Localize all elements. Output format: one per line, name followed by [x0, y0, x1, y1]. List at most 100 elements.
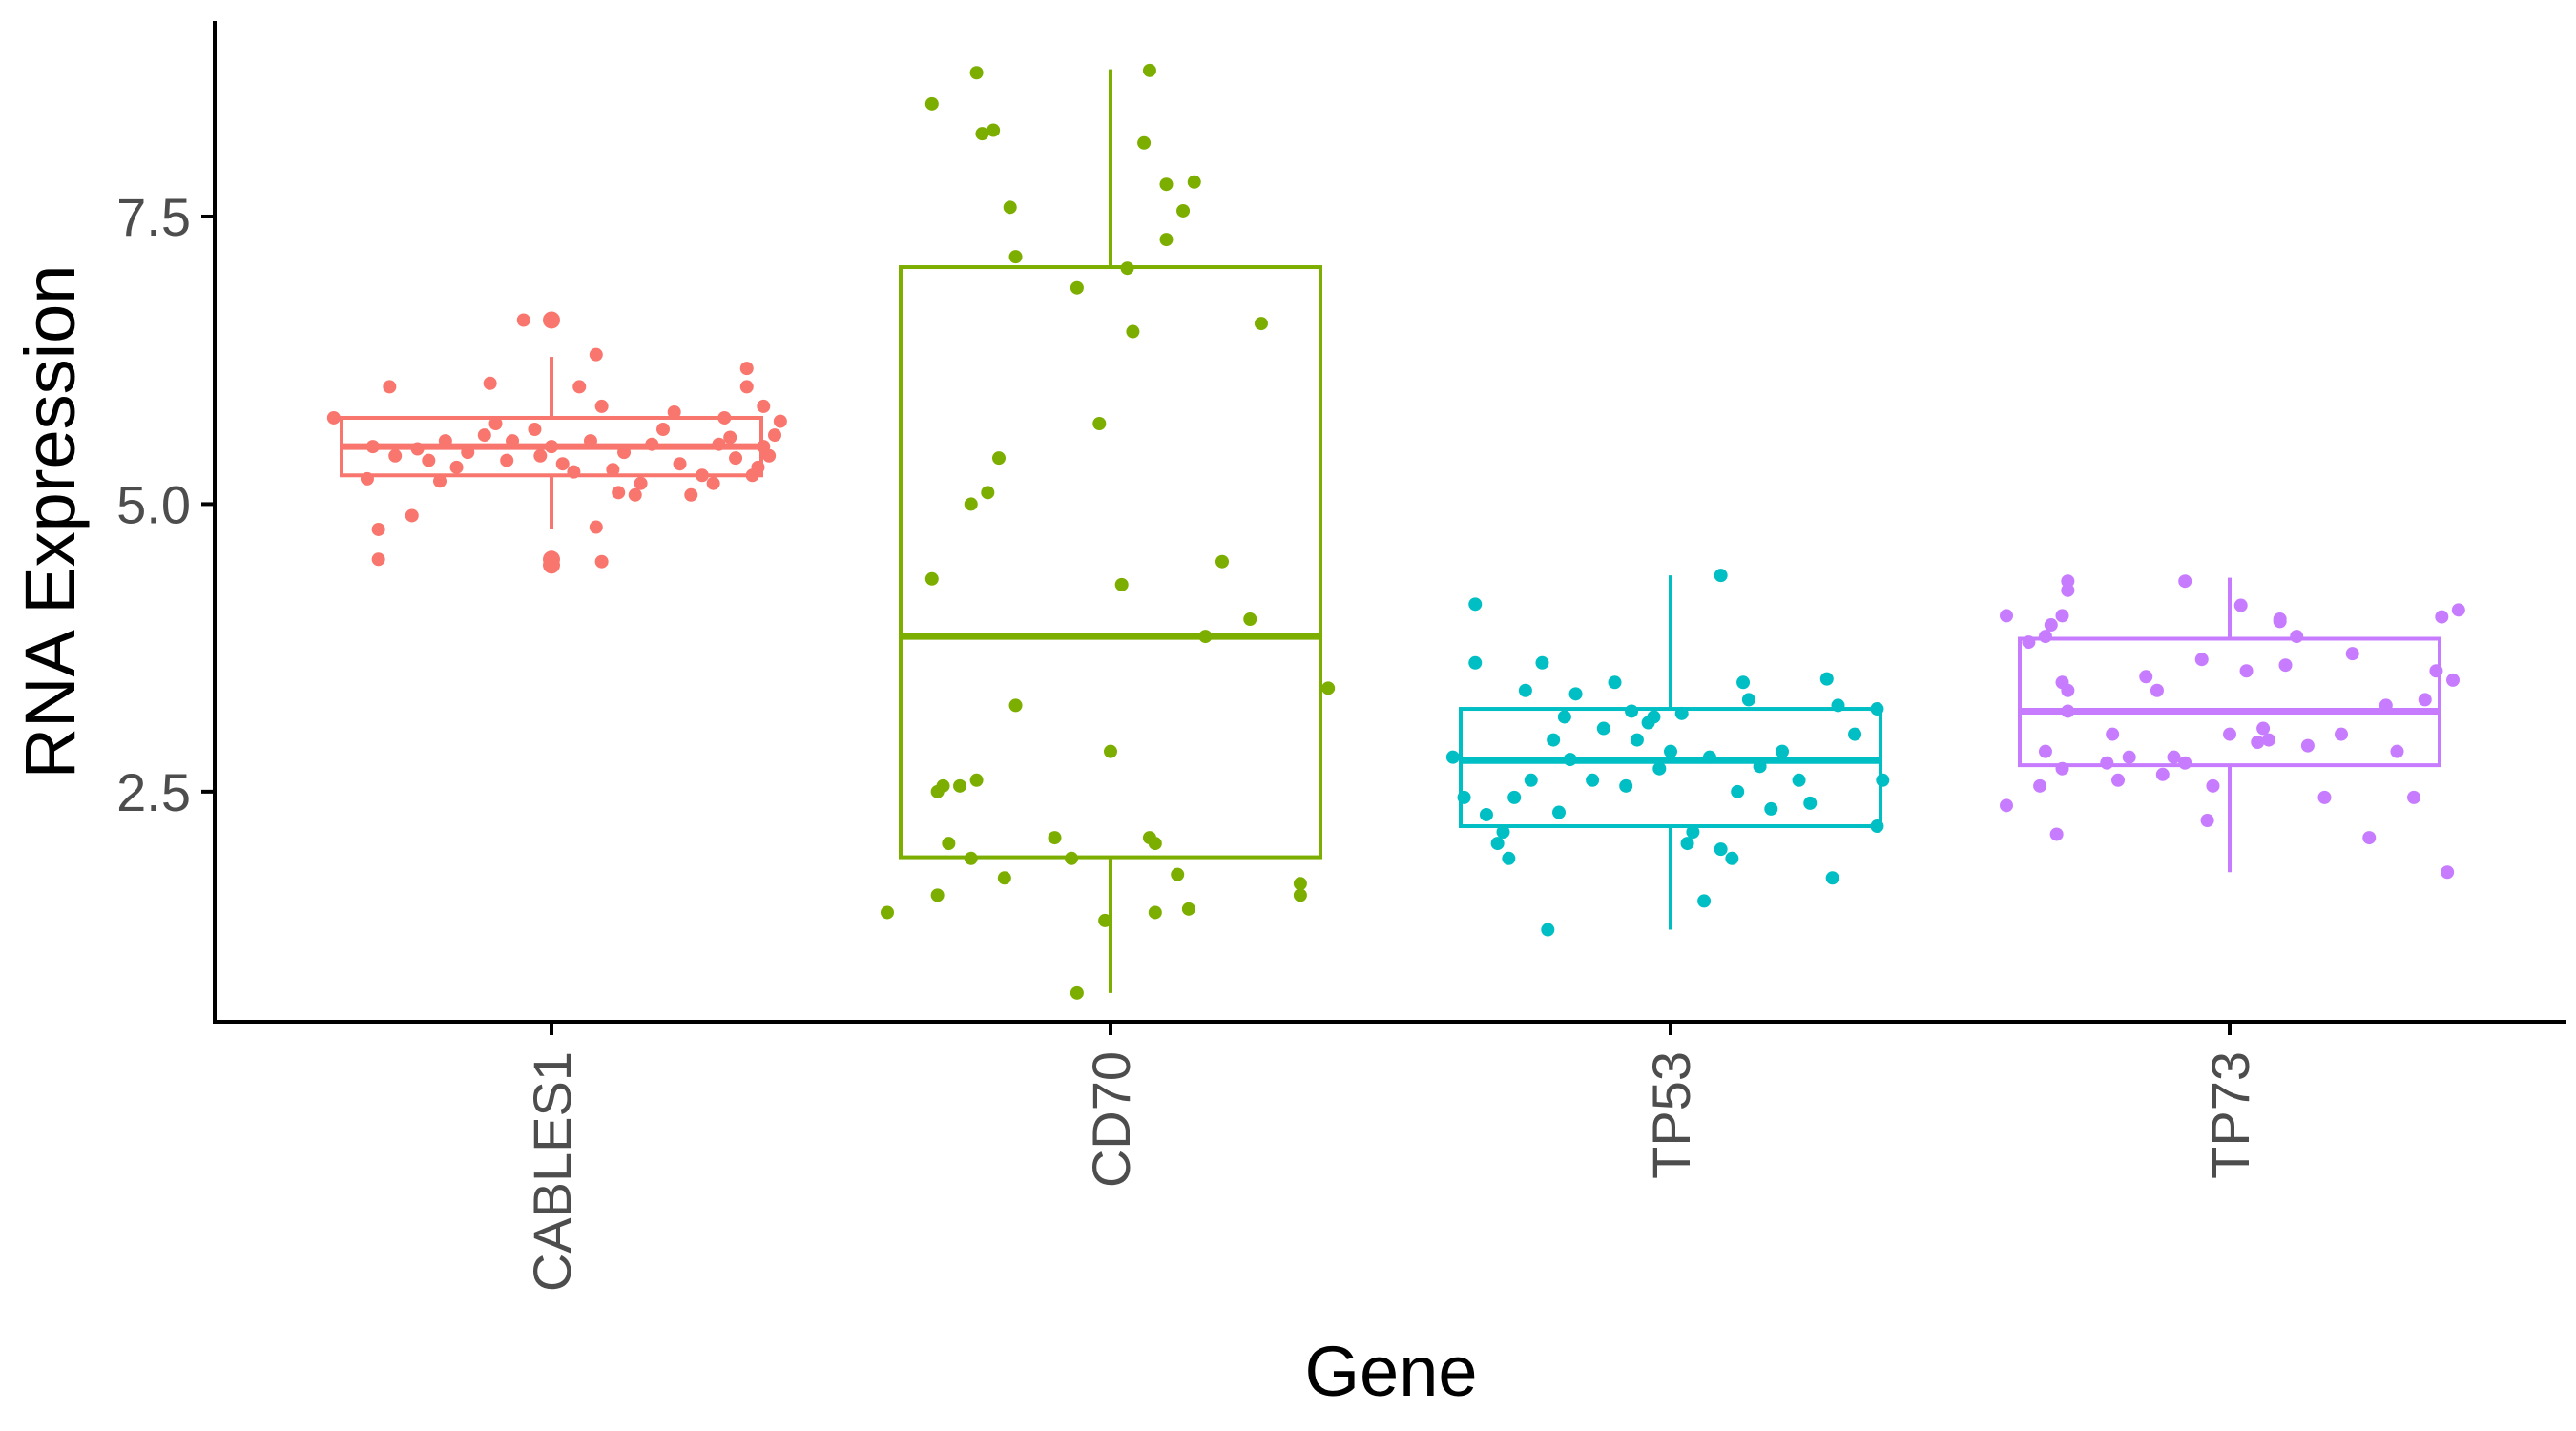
x-axis-ticks: CABLES1 CD70 TP53 TP73	[522, 1022, 2260, 1292]
data-point	[1731, 784, 1745, 798]
data-point	[969, 66, 984, 80]
data-point	[1535, 655, 1549, 670]
data-point	[2233, 598, 2248, 612]
box-group-tp53	[1445, 569, 1890, 937]
data-point	[488, 417, 503, 431]
box-group-tp73	[2000, 574, 2465, 880]
data-point	[2100, 756, 2114, 770]
data-point	[1541, 923, 1555, 937]
x-tick-label-tp73: TP73	[2200, 1051, 2260, 1179]
data-point	[410, 442, 425, 456]
data-point	[528, 423, 542, 437]
data-point	[2061, 683, 2075, 697]
data-point	[1070, 985, 1084, 1000]
data-point	[1803, 796, 1818, 810]
data-point	[656, 423, 670, 437]
data-point	[1198, 630, 1213, 644]
data-point	[483, 376, 497, 390]
data-point	[1137, 135, 1152, 150]
data-point	[617, 446, 632, 460]
data-point	[1596, 721, 1610, 736]
data-point	[2200, 813, 2214, 827]
data-point	[975, 127, 989, 141]
data-point	[2139, 670, 2153, 684]
data-point	[2111, 773, 2125, 787]
data-point	[1507, 790, 1522, 804]
data-point	[628, 487, 642, 502]
data-point	[2194, 653, 2209, 667]
data-point	[1563, 753, 1577, 767]
data-point	[751, 460, 765, 474]
data-point	[2300, 738, 2315, 753]
data-point	[516, 313, 530, 327]
data-point	[2061, 704, 2075, 718]
data-point	[1518, 683, 1532, 697]
data-point	[589, 520, 603, 534]
data-point	[645, 437, 659, 451]
data-point	[2150, 683, 2164, 697]
data-point	[1445, 750, 1460, 764]
data-point	[1148, 837, 1162, 851]
data-point	[1647, 710, 1661, 724]
data-point	[360, 471, 374, 486]
data-point	[1008, 250, 1023, 264]
x-tick-label-tp53: TP53	[1641, 1051, 1701, 1179]
data-point	[2155, 767, 2170, 781]
data-point	[1714, 569, 1728, 583]
data-point	[1557, 710, 1571, 724]
data-point	[1792, 773, 1806, 787]
data-point	[1764, 801, 1778, 816]
data-point	[433, 474, 447, 488]
data-point	[2251, 736, 2265, 750]
data-point	[1741, 693, 1755, 707]
data-point	[1120, 261, 1134, 276]
data-point	[1825, 871, 1839, 885]
data-point	[2122, 750, 2136, 764]
data-point	[1736, 675, 1751, 690]
data-point	[2049, 827, 2064, 841]
data-point	[2273, 614, 2287, 629]
data-point	[533, 448, 548, 463]
data-point	[739, 362, 754, 376]
data-point	[1243, 612, 1257, 626]
data-point	[1714, 842, 1728, 857]
data-point	[2335, 727, 2348, 741]
data-point	[924, 96, 939, 111]
x-tick-label-cables1: CABLES1	[522, 1051, 582, 1292]
data-point	[2038, 744, 2052, 758]
data-point	[2055, 761, 2069, 776]
data-point	[1490, 837, 1505, 851]
data-point	[729, 451, 743, 466]
data-point	[1753, 759, 1767, 774]
data-point	[371, 522, 385, 536]
data-point	[1126, 324, 1140, 339]
data-point	[1479, 807, 1493, 821]
data-point	[1502, 851, 1516, 865]
data-point	[1819, 672, 1834, 686]
data-point	[2390, 744, 2404, 758]
data-point	[405, 508, 419, 523]
data-point	[2379, 698, 2393, 713]
data-point	[1215, 554, 1229, 569]
data-point	[2407, 790, 2421, 804]
data-point	[1104, 744, 1117, 758]
data-point	[964, 497, 978, 511]
data-point	[1552, 805, 1566, 819]
data-point	[2261, 733, 2275, 747]
x-axis-title: Gene	[1304, 1332, 1477, 1411]
data-point	[2290, 630, 2304, 644]
box-iqr	[899, 265, 1322, 860]
data-point	[706, 476, 720, 490]
data-point	[2317, 790, 2332, 804]
outlier-point	[543, 311, 560, 329]
data-point	[924, 571, 939, 586]
data-point	[2446, 673, 2460, 687]
data-point	[422, 453, 436, 467]
data-point	[2033, 778, 2047, 793]
data-point	[2206, 778, 2220, 793]
data-point	[673, 457, 687, 471]
data-point	[1176, 203, 1191, 218]
data-point	[1619, 778, 1633, 793]
data-point	[1048, 831, 1062, 845]
